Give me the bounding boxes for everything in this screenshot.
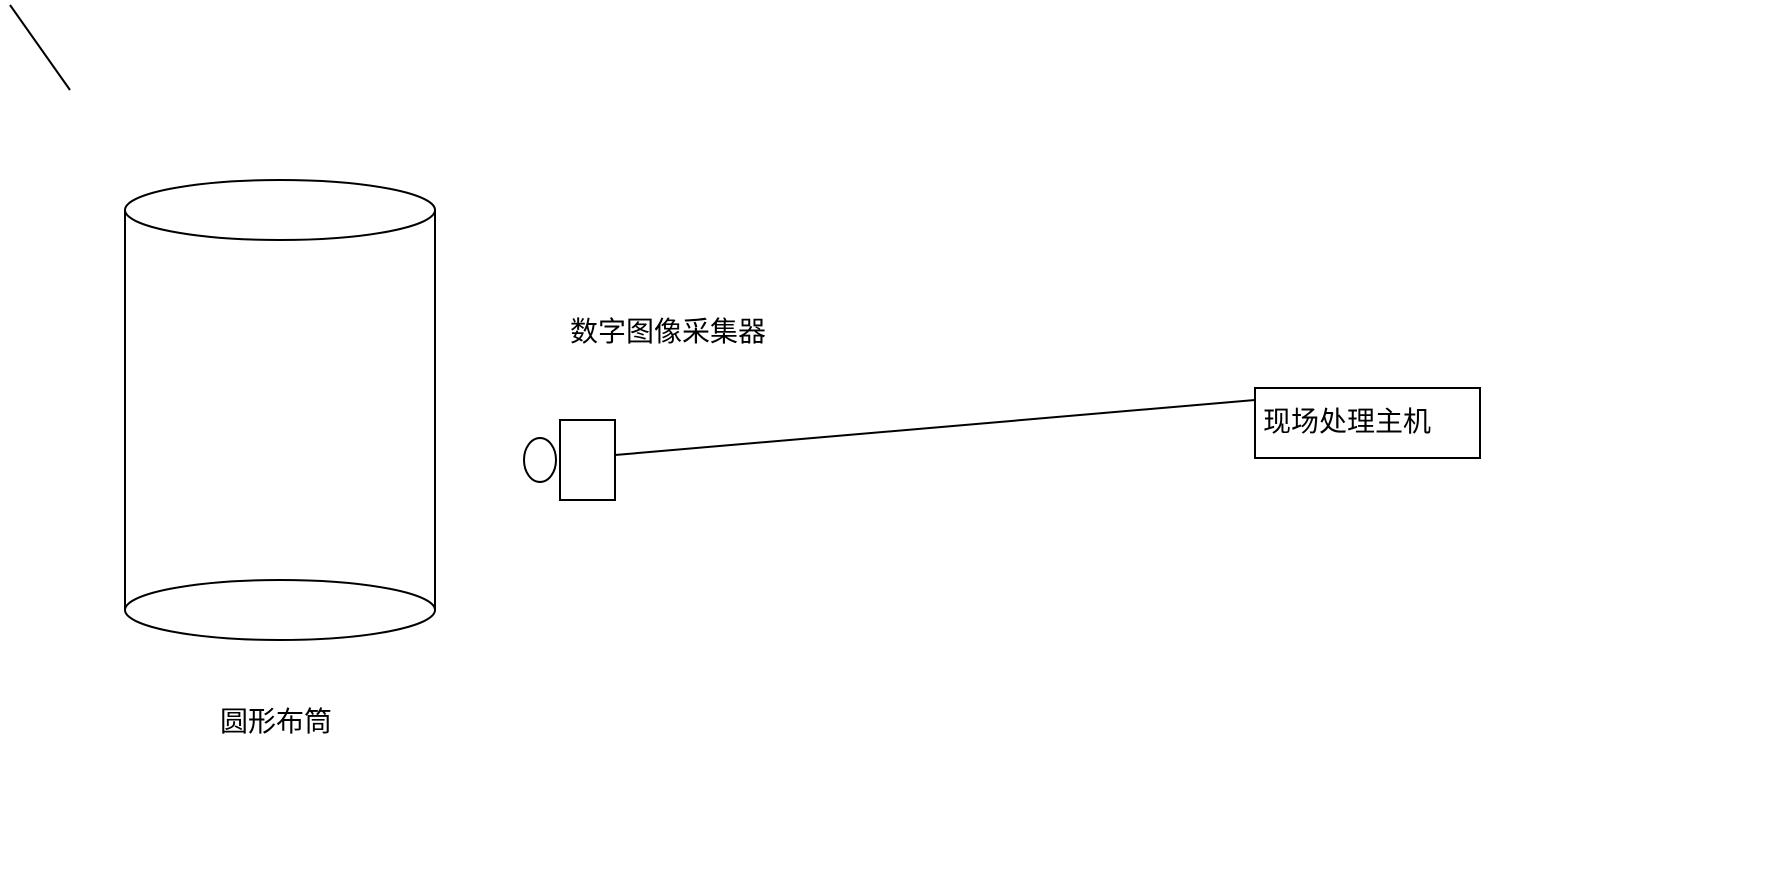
cylinder-shape: [125, 180, 435, 640]
corner-mark: [10, 5, 70, 90]
cylinder-top: [125, 180, 435, 240]
camera-lens: [524, 438, 556, 482]
diagram-canvas: [0, 0, 1782, 888]
camera-body: [560, 420, 615, 500]
camera-label: 数字图像采集器: [570, 310, 766, 350]
host-label: 现场处理主机: [1263, 400, 1431, 440]
camera-shape: [524, 420, 615, 500]
connection-line: [615, 400, 1255, 455]
cylinder-label: 圆形布筒: [220, 700, 332, 740]
cylinder-bottom: [125, 580, 435, 640]
